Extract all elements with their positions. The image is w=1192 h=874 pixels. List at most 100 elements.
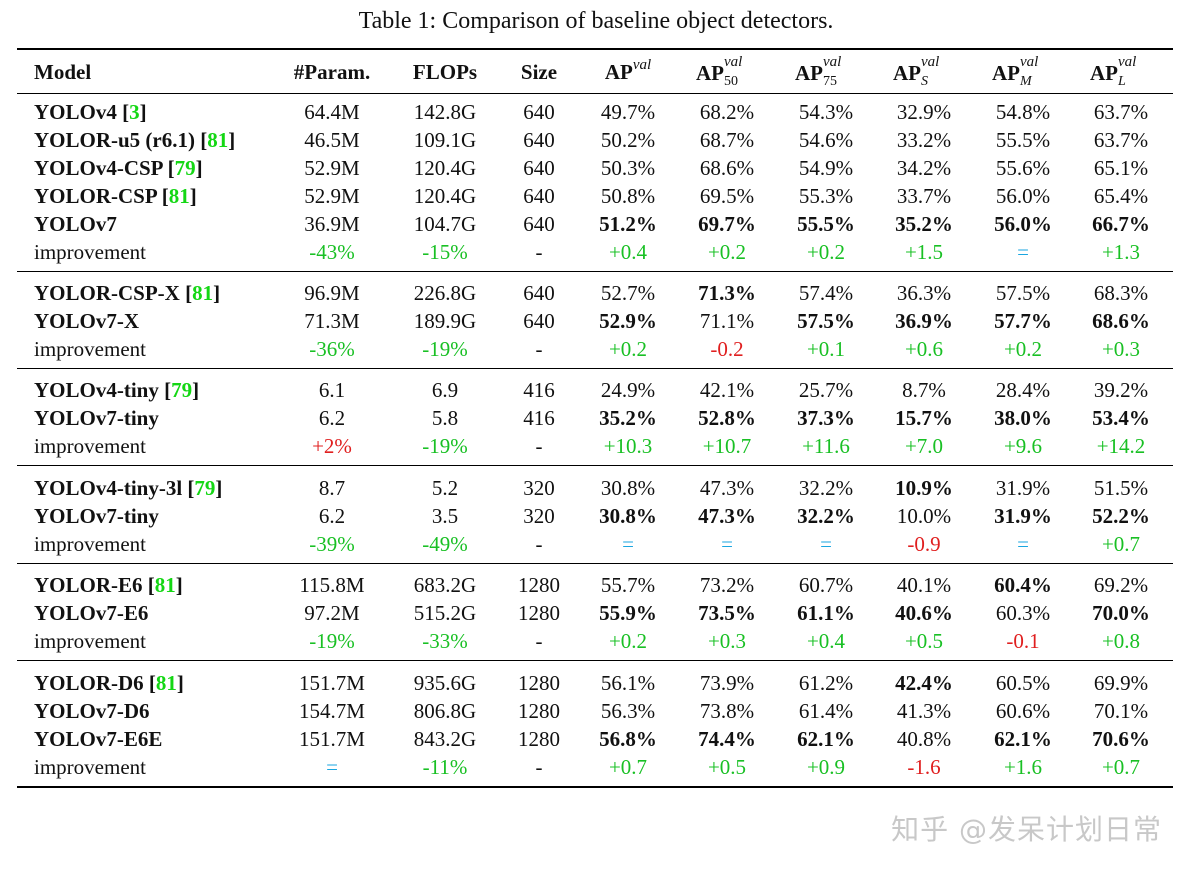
citation-link[interactable]: 3 <box>129 100 140 124</box>
citation-link[interactable]: 79 <box>194 476 216 500</box>
cell-ap50: 69.5% <box>699 184 755 208</box>
cell-ap75: +0.4 <box>806 629 846 653</box>
caption: Table 1: Comparison of baseline object d… <box>358 8 834 34</box>
cell-params: 46.5M <box>304 128 360 152</box>
header-apm-label: AP <box>992 61 1020 85</box>
cell-ap75: 54.9% <box>798 156 854 180</box>
model-name-text: YOLOv7-E6 <box>34 601 149 625</box>
cell-params: -39% <box>309 532 355 556</box>
cell-ap: 49.7% <box>600 100 656 124</box>
header-aps-sup: val <box>921 54 940 70</box>
cell-params: -19% <box>309 629 355 653</box>
header-apl-sub: L <box>1118 74 1126 89</box>
citation-link[interactable]: 79 <box>171 378 193 402</box>
cell-apl: 63.7% <box>1093 100 1149 124</box>
cell-ap: +0.2 <box>608 337 648 361</box>
cell-params: 64.4M <box>304 100 360 124</box>
cell-apl: +14.2 <box>1096 434 1146 458</box>
improvement-label: improvement <box>34 240 146 264</box>
cell-params: 6.1 <box>318 378 346 402</box>
cell-size: - <box>535 434 543 458</box>
cell-aps: 42.4% <box>895 671 953 695</box>
model-name: YOLOR-u5 (r6.1) [81] <box>34 128 236 152</box>
header-apl-label: AP <box>1090 61 1118 85</box>
cell-aps: 35.2% <box>895 212 953 236</box>
model-name-text: YOLOR-u5 (r6.1) <box>34 128 195 152</box>
cell-flops: 120.4G <box>413 156 477 180</box>
cell-ap50: 68.6% <box>699 156 755 180</box>
header-ap75-label: AP <box>795 61 823 85</box>
cell-ap50: 47.3% <box>698 504 756 528</box>
cell-aps: 34.2% <box>896 156 952 180</box>
citation-link[interactable]: 81 <box>207 128 229 152</box>
cell-apl: 66.7% <box>1092 212 1150 236</box>
cell-params: 8.7 <box>318 476 346 500</box>
group-rule <box>17 660 1173 661</box>
cell-params: +2% <box>312 434 352 458</box>
cell-aps: 40.8% <box>896 727 952 751</box>
cell-aps: -1.6 <box>907 755 941 779</box>
citation-link[interactable]: 81 <box>154 573 176 597</box>
model-name: YOLOv7-tiny <box>34 406 159 430</box>
header-ap75-sup: val <box>823 54 842 70</box>
cell-apl: 70.0% <box>1092 601 1150 625</box>
cell-params: 151.7M <box>299 727 365 751</box>
cell-flops: 6.9 <box>431 378 459 402</box>
cell-ap75: +0.2 <box>806 240 846 264</box>
cell-apl: 65.4% <box>1093 184 1149 208</box>
cell-apl: +1.3 <box>1101 240 1141 264</box>
header-ap50: AP val 50 <box>696 54 758 89</box>
cell-ap50: 52.8% <box>698 406 756 430</box>
cell-aps: 40.1% <box>896 573 952 597</box>
cell-ap75: +11.6 <box>802 434 850 458</box>
model-name: YOLOR-CSP-X [81] <box>34 281 221 305</box>
cell-params: -43% <box>309 240 355 264</box>
cell-ap: +10.3 <box>603 434 653 458</box>
header-apm-sub: M <box>1020 74 1032 89</box>
cell-aps: 36.3% <box>896 281 952 305</box>
cell-apl: 68.6% <box>1092 309 1150 333</box>
cell-apl: 53.4% <box>1092 406 1150 430</box>
cell-size: 416 <box>523 406 555 430</box>
cell-apm: 56.0% <box>995 184 1051 208</box>
cell-ap50: -0.2 <box>710 337 744 361</box>
cell-flops: -33% <box>422 629 468 653</box>
cell-ap75: 60.7% <box>798 573 854 597</box>
cell-params: 96.9M <box>304 281 360 305</box>
citation-link[interactable]: 81 <box>192 281 214 305</box>
model-name-text: YOLOv7-X <box>34 309 139 333</box>
cell-ap50: 69.7% <box>698 212 756 236</box>
cell-size: - <box>535 337 543 361</box>
header-params: #Param. <box>293 60 371 84</box>
cell-ap75: 54.6% <box>798 128 854 152</box>
cell-size: 640 <box>523 184 555 208</box>
header-apm: AP val M <box>992 54 1054 89</box>
model-name: YOLOv4 [3] <box>34 100 147 124</box>
header-ap75: AP val 75 <box>795 54 857 89</box>
cell-aps: +1.5 <box>904 240 944 264</box>
cell-params: 6.2 <box>318 504 346 528</box>
cell-size: 640 <box>523 212 555 236</box>
model-name: YOLOR-CSP [81] <box>34 184 197 208</box>
header-ap-label: AP <box>604 60 633 84</box>
model-name-text: YOLOv4-tiny-3l <box>34 476 183 500</box>
cell-aps: 32.9% <box>896 100 952 124</box>
cell-ap: 51.2% <box>599 212 657 236</box>
citation-link[interactable]: 81 <box>168 184 190 208</box>
cell-ap50: 71.1% <box>699 309 755 333</box>
cell-size: 416 <box>523 378 555 402</box>
citation-link[interactable]: 81 <box>155 671 177 695</box>
cell-size: - <box>535 532 543 556</box>
cell-apm: -0.1 <box>1006 629 1040 653</box>
cell-apm: 54.8% <box>995 100 1051 124</box>
cell-apm: 38.0% <box>994 406 1052 430</box>
cell-ap50: 73.5% <box>698 601 756 625</box>
cell-ap75: = <box>820 532 832 556</box>
cell-aps: -0.9 <box>907 532 941 556</box>
cell-ap75: 61.2% <box>798 671 854 695</box>
cell-apl: 70.1% <box>1093 699 1149 723</box>
model-name-text: YOLOv4-tiny <box>34 378 159 402</box>
cell-apm: 57.7% <box>994 309 1052 333</box>
citation-link[interactable]: 79 <box>174 156 196 180</box>
cell-aps: 10.9% <box>895 476 953 500</box>
